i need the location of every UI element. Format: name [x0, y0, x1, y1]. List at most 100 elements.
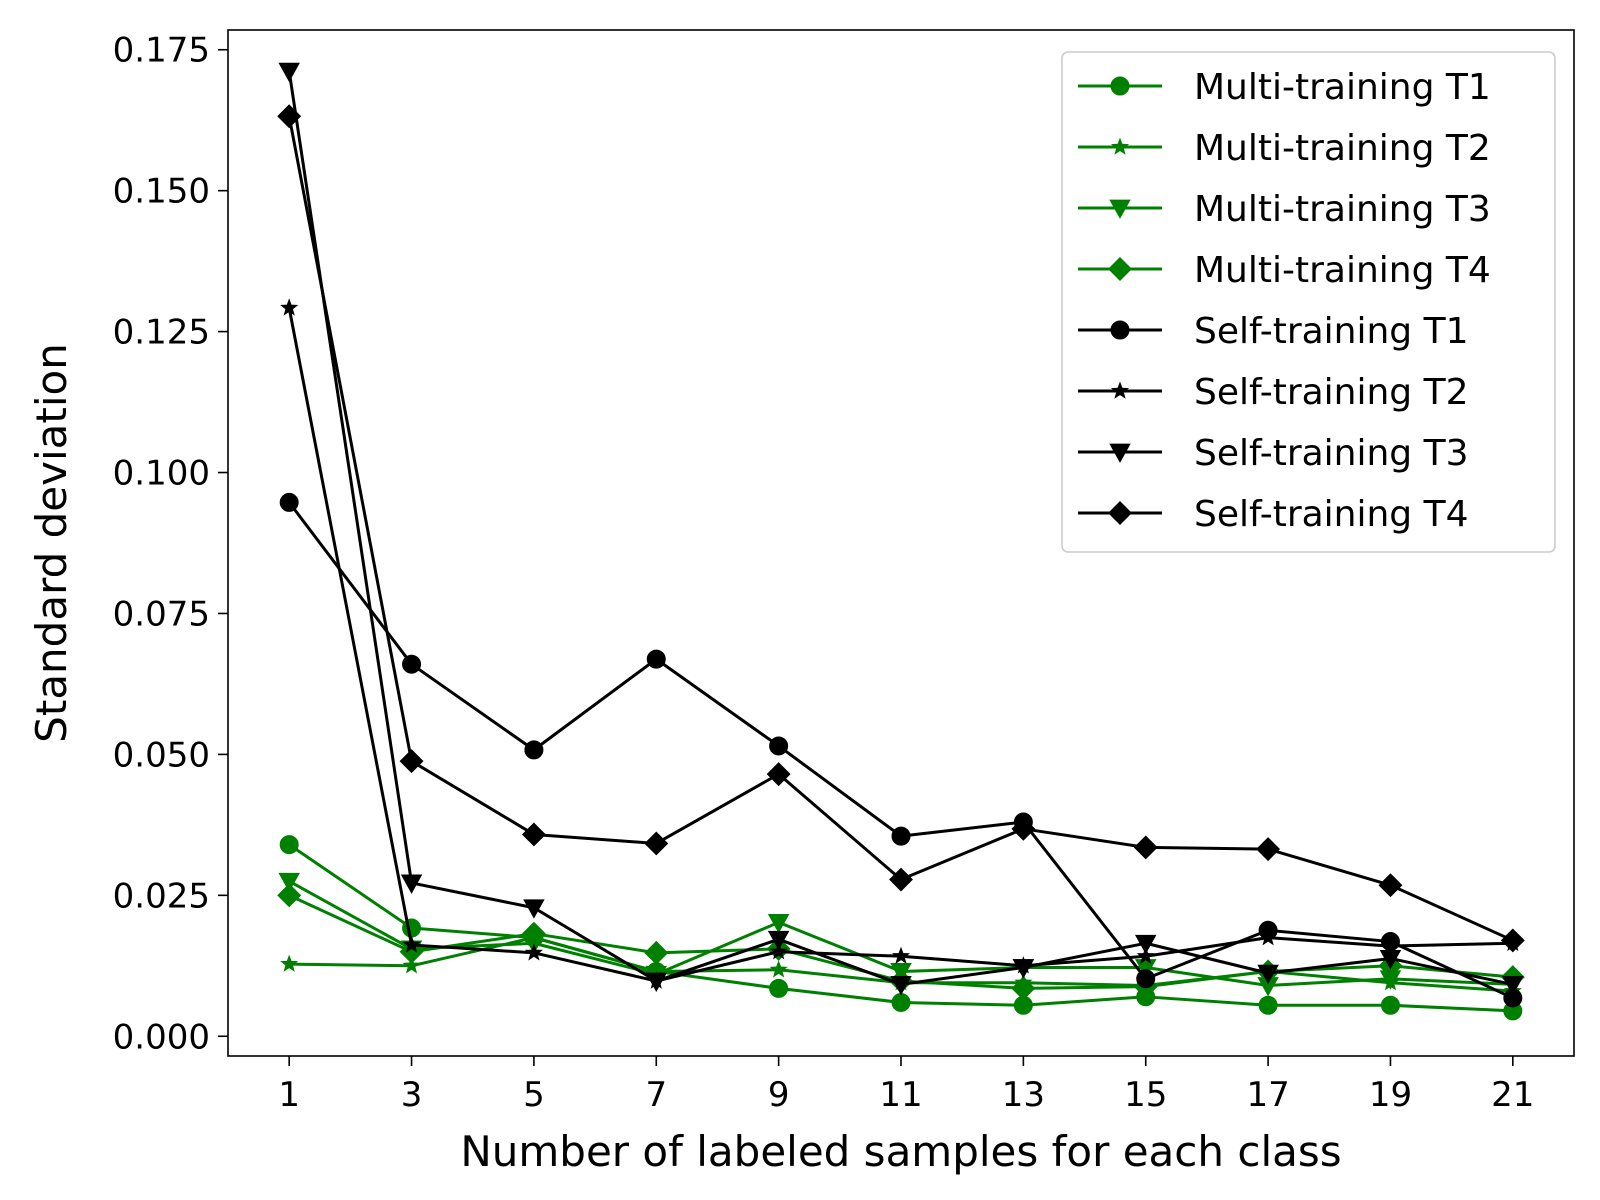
data-point — [891, 946, 911, 964]
legend-item: Multi-training T2 — [1078, 128, 1491, 169]
data-point — [1378, 873, 1403, 898]
data-point — [524, 943, 543, 961]
data-point — [1500, 928, 1525, 953]
data-point — [399, 749, 424, 774]
y-tick-label: 0.025 — [113, 876, 210, 916]
data-point — [1012, 959, 1035, 979]
y-tick-label: 0.150 — [113, 172, 210, 212]
x-tick-label: 7 — [645, 1075, 667, 1115]
x-tick-label: 1 — [278, 1075, 300, 1115]
data-point — [279, 492, 299, 512]
legend-marker — [1108, 501, 1132, 525]
x-tick-label: 21 — [1491, 1075, 1534, 1115]
legend-label: Self-training T3 — [1194, 433, 1469, 474]
y-axis-label: Standard deviation — [27, 343, 76, 743]
series-layer — [277, 62, 1525, 1021]
x-tick-label: 9 — [768, 1075, 790, 1115]
legend: Multi-training T1 Multi-training T2 Multi-… — [1061, 51, 1556, 553]
data-point — [277, 104, 302, 129]
data-point — [278, 872, 300, 893]
data-point — [402, 654, 422, 674]
data-point — [1380, 995, 1400, 1015]
data-point — [1011, 816, 1036, 841]
y-axis: 0.000 0.025 0.050 0.075 0.100 0.125 0.150 0.175 — [113, 31, 228, 1057]
x-tick-label: 13 — [1002, 1075, 1045, 1115]
y-tick-label: 0.075 — [113, 594, 210, 634]
legend-label: Multi-training T2 — [1194, 128, 1491, 169]
y-tick-label: 0.175 — [113, 31, 210, 71]
legend-label: Multi-training T1 — [1194, 67, 1491, 108]
legend-item: Multi-training T4 — [1078, 250, 1491, 291]
legend-marker — [1110, 76, 1130, 96]
data-point — [769, 736, 789, 756]
data-point — [890, 975, 912, 996]
data-point — [1133, 835, 1158, 860]
series-7 — [278, 62, 1524, 996]
data-point — [891, 992, 911, 1012]
x-tick-label: 19 — [1369, 1075, 1412, 1115]
legend-frame — [1061, 51, 1556, 553]
data-point — [279, 835, 299, 855]
legend-item: Self-training T2 — [1078, 372, 1469, 413]
data-point — [891, 826, 911, 846]
data-point — [402, 935, 421, 953]
data-point — [767, 913, 790, 934]
x-axis: 1 3 5 7 9 11 13 15 17 19 21 — [278, 1056, 1534, 1115]
legend-item: Self-training T4 — [1078, 494, 1469, 535]
data-point — [644, 831, 669, 856]
y-tick-label: 0.000 — [113, 1017, 210, 1057]
x-tick-label: 17 — [1246, 1075, 1289, 1115]
legend-marker — [1110, 320, 1130, 340]
legend-label: Self-training T2 — [1194, 372, 1469, 413]
legend-label: Multi-training T3 — [1194, 189, 1491, 230]
data-point — [521, 822, 546, 847]
data-point — [1381, 936, 1400, 954]
data-point — [767, 930, 790, 951]
legend-label: Self-training T1 — [1194, 311, 1469, 352]
data-point — [1011, 976, 1036, 1001]
data-point — [1379, 950, 1402, 970]
data-point — [1136, 946, 1155, 964]
data-point — [280, 954, 299, 972]
data-point — [1136, 969, 1156, 989]
series-8 — [277, 104, 1525, 953]
x-tick-label: 11 — [879, 1075, 922, 1115]
data-point — [769, 978, 789, 998]
data-point — [769, 942, 788, 960]
data-point — [1502, 975, 1524, 996]
legend-marker — [1108, 257, 1132, 281]
data-point — [1257, 964, 1279, 985]
data-point — [1134, 934, 1157, 955]
data-point — [644, 940, 669, 965]
legend-item: Multi-training T1 — [1078, 67, 1491, 108]
data-point — [646, 649, 666, 669]
legend-item: Self-training T1 — [1078, 311, 1469, 352]
data-point — [277, 883, 302, 908]
legend-marker — [1110, 137, 1130, 155]
data-point — [766, 762, 791, 787]
data-point — [1256, 837, 1281, 862]
data-point — [523, 899, 545, 919]
legend-label: Multi-training T4 — [1194, 250, 1491, 291]
x-axis-label: Number of labeled samples for each class — [460, 1127, 1341, 1176]
data-point — [402, 956, 421, 974]
x-tick-label: 15 — [1124, 1075, 1167, 1115]
legend-label: Self-training T4 — [1194, 494, 1469, 535]
data-point — [1258, 995, 1278, 1015]
data-point — [769, 960, 788, 978]
data-point — [1259, 928, 1278, 946]
data-point — [400, 874, 423, 894]
legend-marker — [1109, 443, 1131, 463]
data-point — [280, 298, 299, 316]
data-point — [889, 867, 913, 892]
data-point — [524, 740, 544, 760]
legend-marker — [1110, 381, 1130, 399]
x-tick-label: 5 — [523, 1075, 545, 1115]
y-tick-label: 0.100 — [113, 454, 210, 494]
data-point — [402, 918, 422, 938]
legend-marker — [1109, 199, 1131, 219]
legend-item: Multi-training T3 — [1078, 189, 1491, 230]
x-tick-label: 3 — [401, 1075, 423, 1115]
data-point — [278, 62, 300, 83]
